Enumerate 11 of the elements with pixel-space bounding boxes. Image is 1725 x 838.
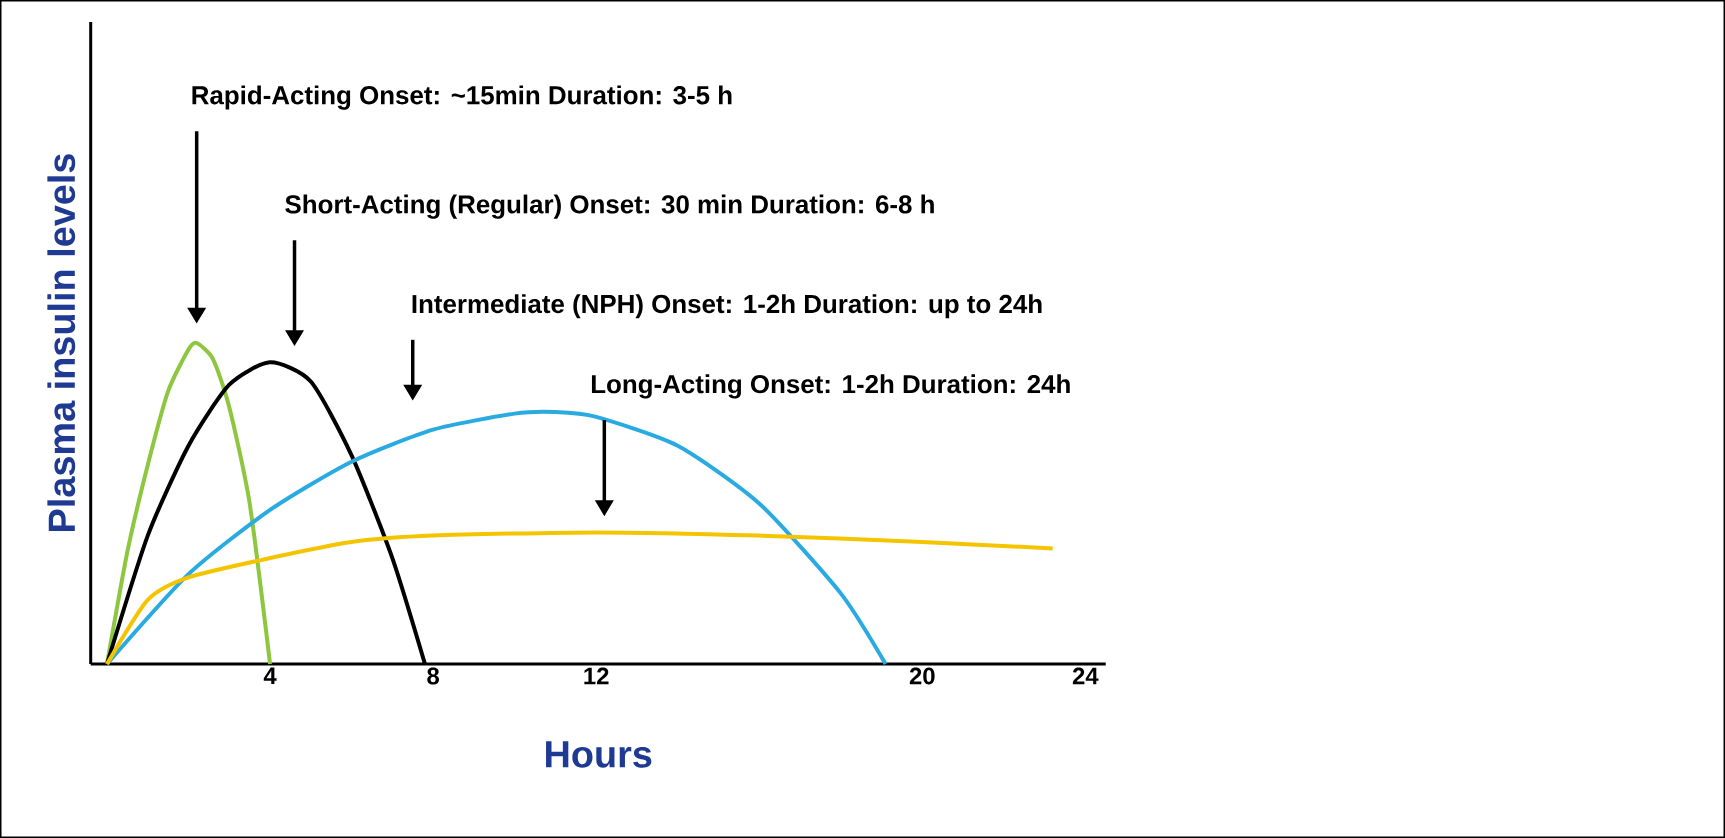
x-axis-title: Hours [546, 741, 652, 768]
y-axis-title: Plasma insulin levels [47, 154, 76, 531]
x-tick-label: 4 [263, 667, 277, 684]
x-tick-label: 20 [909, 667, 935, 685]
text: Rapid-Acting Onset: ~15min Duration: 3-5 h [192, 85, 732, 110]
text: Intermediate (NPH) Onset: 1-2h Duration: up to 24h [412, 294, 1042, 319]
x-tick-label: 12 [584, 667, 609, 685]
text: Short-Acting (Regular) Onset: 30 min Duration: 6-8 h [285, 194, 934, 219]
x-tick-label: 8 [427, 667, 440, 685]
annotation: Long-Acting Onset: 1-2h Duration: 24h [591, 374, 1070, 399]
x-tick-label: 24 [1072, 667, 1099, 685]
